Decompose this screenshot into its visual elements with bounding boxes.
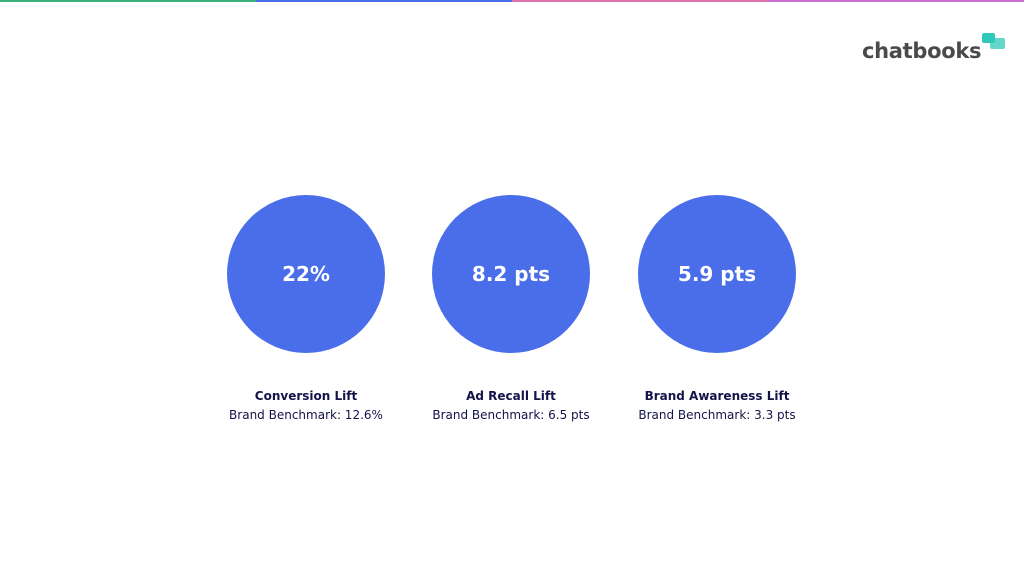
metrics-row: 22% Conversion Lift Brand Benchmark: 12.…: [0, 195, 1024, 435]
metric-conversion-lift: 22% Conversion Lift Brand Benchmark: 12.…: [196, 195, 416, 435]
top-accent-bar: [0, 0, 1024, 2]
top-bar-segment: [0, 0, 256, 2]
bubble-front: [982, 33, 996, 43]
metric-circle: 8.2 pts: [432, 195, 590, 353]
metric-circle: 22%: [227, 195, 385, 353]
metric-benchmark: Brand Benchmark: 3.3 pts: [638, 408, 796, 422]
metric-benchmark: Brand Benchmark: 6.5 pts: [432, 408, 590, 422]
metric-benchmark: Brand Benchmark: 12.6%: [229, 408, 383, 422]
metric-value: 8.2 pts: [471, 262, 551, 286]
logo-text: chatbooks: [862, 39, 982, 63]
metric-label: Ad Recall Lift: [466, 389, 556, 403]
metric-label: Conversion Lift: [254, 389, 358, 403]
metric-value: 22%: [282, 262, 330, 286]
metric-circle: 5.9 pts: [638, 195, 796, 353]
metric-value: 5.9 pts: [677, 262, 757, 286]
top-bar-segment: [512, 0, 768, 2]
top-bar-segment: [256, 0, 512, 2]
metric-label: Brand Awareness Lift: [644, 389, 790, 403]
chatbooks-logo: chatbooks: [862, 33, 1008, 65]
metric-ad-recall-lift: 8.2 pts Ad Recall Lift Brand Benchmark: …: [401, 195, 621, 435]
speech-bubbles-icon: [982, 33, 1006, 49]
top-bar-segment: [768, 0, 1024, 2]
metric-brand-awareness-lift: 5.9 pts Brand Awareness Lift Brand Bench…: [607, 195, 827, 435]
